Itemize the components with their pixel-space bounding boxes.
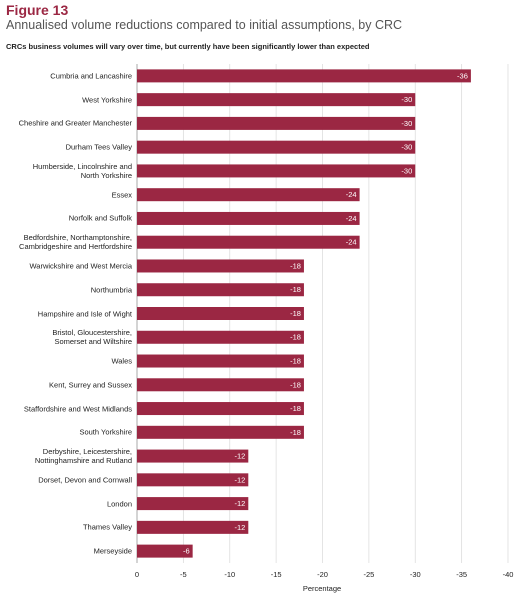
bar xyxy=(137,354,304,368)
bar xyxy=(137,259,304,273)
x-axis-label: Percentage xyxy=(303,584,341,593)
x-tick-label: -25 xyxy=(363,570,374,579)
bar xyxy=(137,425,304,439)
value-label: -12 xyxy=(234,499,245,508)
value-label: -12 xyxy=(234,475,245,484)
category-label: West Yorkshire xyxy=(82,95,132,105)
category-label: Wales xyxy=(111,356,132,366)
category-label: Kent, Surrey and Sussex xyxy=(49,380,132,390)
bar xyxy=(137,307,304,320)
x-tick-label: -35 xyxy=(456,570,467,579)
value-label: -24 xyxy=(346,190,357,199)
bar xyxy=(137,211,360,225)
category-label: Hampshire and Isle of Wight xyxy=(37,309,132,318)
value-label: -18 xyxy=(290,285,301,294)
category-label: Dorset, Devon and Cornwall xyxy=(38,475,132,485)
x-tick-label: -15 xyxy=(271,570,282,579)
category-label: Humberside, Lincolnshire and North Yorks… xyxy=(32,161,132,180)
value-label: -12 xyxy=(234,452,245,461)
bar xyxy=(137,188,360,202)
x-tick-label: -30 xyxy=(410,570,421,579)
bar xyxy=(137,378,304,392)
category-label: Bristol, Gloucestershire, Somerset and W… xyxy=(52,328,132,347)
bar xyxy=(137,93,416,107)
value-label: -30 xyxy=(401,95,412,104)
bar xyxy=(137,235,360,249)
x-tick-label: -5 xyxy=(180,570,187,579)
category-label: Cumbria and Lancashire xyxy=(50,71,132,81)
chart-title: Annualised volume reductions compared to… xyxy=(6,18,403,32)
category-label: Norfolk and Suffolk xyxy=(68,213,132,223)
value-label: -24 xyxy=(346,214,357,223)
value-label: -18 xyxy=(290,309,301,318)
value-label: -18 xyxy=(290,333,301,342)
value-label: -12 xyxy=(234,523,245,532)
category-label: London xyxy=(106,499,132,509)
value-label: -30 xyxy=(401,119,412,128)
category-label: Merseyside xyxy=(93,546,132,556)
category-label: South Yorkshire xyxy=(79,427,132,437)
value-label: -24 xyxy=(346,238,357,247)
x-tick-label: -10 xyxy=(224,570,235,579)
category-label: Durham Tees Valley xyxy=(65,142,132,152)
bar xyxy=(137,140,416,154)
value-label: -18 xyxy=(290,404,301,413)
category-label: Essex xyxy=(111,190,132,200)
category-label: Thames Valley xyxy=(82,522,132,532)
category-label: Derbyshire, Leicestershire, Nottinghamsh… xyxy=(34,447,132,466)
figure-label: Figure 13 xyxy=(6,2,69,18)
value-label: -18 xyxy=(290,261,301,270)
bar xyxy=(137,402,304,416)
x-tick-label: -20 xyxy=(317,570,328,579)
x-tick-label: -40 xyxy=(503,570,514,579)
bar xyxy=(137,283,304,297)
bar xyxy=(137,69,471,83)
value-label: -18 xyxy=(290,428,301,437)
x-tick-label: 0 xyxy=(135,570,139,579)
bar xyxy=(137,330,304,344)
category-label: Staffordshire and West Midlands xyxy=(23,404,132,414)
value-label: -18 xyxy=(290,380,301,389)
value-label: -6 xyxy=(183,547,190,556)
bar xyxy=(137,520,249,534)
bar xyxy=(137,497,249,511)
category-label: Cheshire and Greater Manchester xyxy=(18,118,132,128)
bar xyxy=(137,544,193,558)
bar xyxy=(137,164,416,178)
category-label: Northumbria xyxy=(90,285,132,295)
category-label: Warwickshire and West Mercia xyxy=(29,261,132,271)
value-label: -36 xyxy=(457,71,468,80)
bar xyxy=(137,449,249,463)
bar xyxy=(137,473,249,487)
value-label: -30 xyxy=(401,143,412,152)
category-label: Bedfordshire, Northamptonshire, Cambridg… xyxy=(19,233,132,252)
value-label: -18 xyxy=(290,357,301,366)
chart-subtitle: CRCs business volumes will vary over tim… xyxy=(6,42,370,51)
bar xyxy=(137,116,416,130)
value-label: -30 xyxy=(401,166,412,175)
